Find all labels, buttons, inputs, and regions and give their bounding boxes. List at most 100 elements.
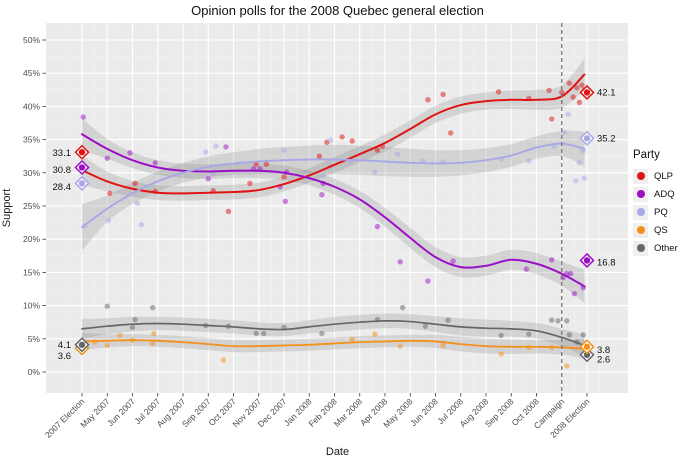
svg-text:45%: 45% xyxy=(23,68,40,78)
legend-item-adq: ADQ xyxy=(633,185,678,203)
election-results: 33.1 30.8 28.4 3.64.1 42.1 35.2 16.8 2.63.8 xyxy=(53,84,616,366)
poll-point-other xyxy=(253,330,259,337)
poll-point-qlp xyxy=(316,153,323,159)
poll-point-qs xyxy=(151,330,157,337)
poll-point-qlp xyxy=(559,89,565,96)
poll-point-adq xyxy=(205,176,211,182)
svg-text:40%: 40% xyxy=(23,101,40,111)
poll-point-adq xyxy=(104,155,110,161)
poll-point-other xyxy=(261,330,267,337)
poll-point-other xyxy=(132,316,138,323)
poll-point-adq xyxy=(319,192,325,198)
poll-point-other xyxy=(445,317,451,323)
poll-point-pq xyxy=(394,151,401,157)
poll-point-qs xyxy=(220,357,227,363)
poll-point-qlp xyxy=(132,180,138,187)
legend-key xyxy=(633,222,648,238)
poll-point-qs xyxy=(372,331,378,337)
x-axis-title: Date xyxy=(325,446,350,458)
poll-point-other xyxy=(548,317,555,323)
result-label-qs: 3.8 xyxy=(597,345,610,356)
poll-point-pq xyxy=(581,175,588,181)
poll-point-pq xyxy=(320,172,326,179)
poll-point-qs xyxy=(104,342,110,349)
svg-text:Mar 2008: Mar 2008 xyxy=(332,396,365,429)
poll-point-adq xyxy=(548,257,555,263)
poll-point-qlp xyxy=(225,208,232,215)
poll-point-pq xyxy=(213,143,219,149)
svg-text:2007 Election: 2007 Election xyxy=(43,396,87,440)
trend-line-qs xyxy=(81,339,586,350)
trend-line-other xyxy=(81,319,586,347)
poll-point-qlp xyxy=(546,87,552,94)
poll-point-qs xyxy=(150,340,156,347)
ribbon-pq xyxy=(82,130,585,251)
legend-title: Party xyxy=(633,149,660,161)
legend-item-pq: PQ xyxy=(633,203,678,221)
poll-point-adq xyxy=(567,271,574,277)
poll-point-qlp xyxy=(574,85,580,91)
poll-point-other xyxy=(129,324,136,331)
poll-point-qlp xyxy=(247,180,253,187)
poll-point-pq xyxy=(372,169,378,175)
poll-point-qlp xyxy=(447,130,454,136)
result-label-adq: 30.8 xyxy=(53,165,72,176)
poll-point-other xyxy=(319,330,325,337)
chart-title: Opinion polls for the 2008 Quebec genera… xyxy=(191,3,484,18)
legend-item-qs: QS xyxy=(633,221,678,239)
result-label-other: 2.6 xyxy=(597,355,610,366)
result-label-qlp: 33.1 xyxy=(53,148,72,159)
poll-point-qlp xyxy=(440,91,446,98)
poll-point-pq xyxy=(565,111,571,118)
adq-dot-icon xyxy=(636,190,645,198)
poll-point-pq xyxy=(572,178,579,184)
other-dot-icon xyxy=(636,244,645,252)
poll-point-adq xyxy=(397,259,403,265)
pq-dot-icon xyxy=(636,208,645,216)
poll-point-qlp xyxy=(570,94,576,100)
poll-point-pq xyxy=(328,137,334,143)
qs-dot-icon xyxy=(636,226,645,234)
result-label-other: 4.1 xyxy=(58,340,71,351)
poll-point-other xyxy=(150,304,156,311)
trend-line-pq xyxy=(81,142,586,229)
legend-item-label: ADQ xyxy=(654,188,675,200)
poll-point-other xyxy=(399,304,406,311)
poll-point-adq xyxy=(223,144,229,150)
legend-key xyxy=(633,204,648,220)
trend-line-adq xyxy=(81,133,586,288)
poll-point-adq xyxy=(127,150,133,156)
poll-point-qlp xyxy=(425,97,431,103)
poll-point-other xyxy=(580,332,586,338)
poll-point-qlp xyxy=(566,80,573,86)
legend-item-other: Other xyxy=(633,239,678,257)
poll-point-other xyxy=(566,332,573,338)
poll-point-other xyxy=(104,303,110,309)
svg-text:15%: 15% xyxy=(23,267,40,277)
svg-text:25%: 25% xyxy=(23,201,40,211)
legend-key xyxy=(633,186,648,202)
poll-point-pq xyxy=(420,158,426,164)
legend-item-label: QLP xyxy=(654,170,674,182)
legend-key xyxy=(633,168,648,184)
svg-text:30%: 30% xyxy=(23,168,40,178)
poll-point-qlp xyxy=(495,89,502,95)
legend-key xyxy=(633,240,648,256)
poll-point-qs xyxy=(397,343,403,349)
svg-text:50%: 50% xyxy=(23,35,40,45)
trend-line-qlp xyxy=(81,73,586,195)
poll-point-qs xyxy=(440,342,446,349)
poll-point-adq xyxy=(282,198,288,205)
poll-point-qs xyxy=(117,332,123,339)
poll-point-adq xyxy=(152,160,158,166)
poll-point-qlp xyxy=(263,161,270,167)
result-label-qs: 3.6 xyxy=(58,351,71,362)
poll-point-qlp xyxy=(576,99,583,106)
poll-point-qlp xyxy=(107,190,113,197)
poll-point-pq xyxy=(576,160,583,166)
poll-point-other xyxy=(555,318,561,324)
plot-panel xyxy=(46,23,628,393)
svg-text:35%: 35% xyxy=(23,135,40,145)
